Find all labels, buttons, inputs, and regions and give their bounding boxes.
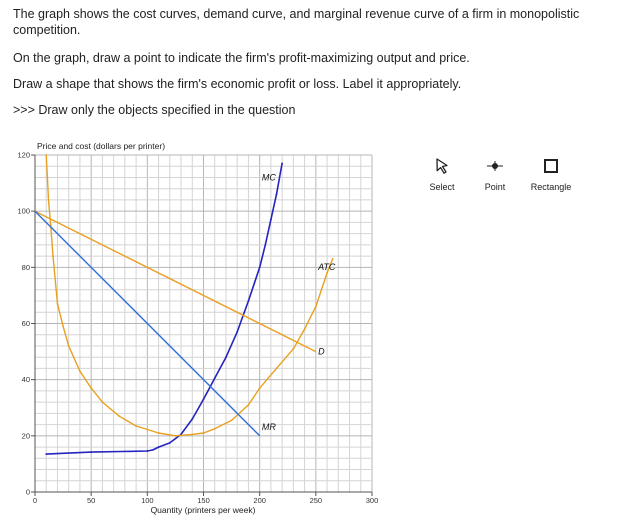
curve-point	[213, 377, 216, 380]
curve-point	[264, 243, 267, 246]
x-tick-label: 50	[87, 496, 95, 505]
curve-mc	[46, 163, 283, 455]
x-tick-label: 150	[197, 496, 210, 505]
curve-point	[67, 345, 70, 347]
curve-point	[174, 434, 177, 437]
curve-point	[270, 218, 272, 221]
curve-point	[275, 367, 278, 370]
x-tick-label: 0	[33, 496, 37, 505]
x-tick-label: 300	[366, 496, 379, 505]
point-tool-label: Point	[484, 182, 506, 192]
x-tick-label: 100	[141, 496, 154, 505]
chart-grid	[34, 154, 373, 493]
curve-point	[202, 432, 205, 434]
rectangle-tool-label: Rectangle	[530, 182, 572, 192]
curve-point	[90, 451, 93, 454]
curve-point	[45, 453, 48, 455]
curve-d	[34, 210, 317, 353]
y-tick-label: 20	[22, 431, 30, 440]
y-axis-label: Price and cost (dollars per printer)	[37, 141, 165, 151]
curve-point	[331, 258, 334, 260]
question-text: The graph shows the cost curves, demand …	[13, 6, 613, 128]
curve-point	[174, 437, 177, 440]
curve-point	[258, 266, 261, 269]
curve-point	[62, 325, 64, 328]
curve-point	[247, 404, 250, 406]
curve-point	[152, 448, 154, 451]
x-tick-label: 250	[310, 496, 323, 505]
curve-point	[46, 176, 49, 179]
y-tick-label: 40	[22, 375, 30, 384]
curve-point	[79, 370, 81, 373]
curve-label-atc: ATC	[317, 262, 336, 272]
question-line-2: On the graph, draw a point to indicate t…	[13, 51, 470, 65]
chart-ticks: 0 50 100 150 200 250 300 0 20 40 60 80 100 120	[17, 151, 378, 506]
curve-mr	[34, 210, 261, 437]
curve-point	[230, 419, 233, 422]
y-tick-label: 80	[22, 263, 30, 272]
point-icon	[487, 161, 503, 171]
curve-point	[56, 302, 59, 305]
curve-point	[191, 418, 194, 420]
curve-point	[45, 154, 48, 156]
question-line-1: The graph shows the cost curves, demand …	[13, 7, 580, 37]
curve-point	[90, 387, 93, 389]
curve-point	[157, 432, 160, 434]
curve-point	[47, 199, 50, 201]
chart-curves: MC ATC D MR	[34, 154, 336, 455]
y-tick-label: 120	[17, 151, 30, 160]
curve-label-d: D	[318, 346, 325, 356]
curve-point	[258, 387, 261, 389]
curve-label-mr: MR	[262, 422, 276, 432]
curve-point	[157, 446, 160, 448]
curve-point	[326, 272, 328, 274]
curve-point	[314, 305, 317, 308]
question-line-3: Draw a shape that shows the firm's econo…	[13, 77, 462, 91]
curve-point	[202, 398, 205, 401]
x-tick-label: 200	[253, 496, 266, 505]
curve-point	[101, 401, 104, 404]
rectangle-tool-button[interactable]: Rectangle	[523, 156, 579, 192]
curve-point	[213, 427, 216, 430]
curve-point	[146, 450, 149, 452]
curve-point	[247, 300, 250, 302]
curve-label-mc: MC	[262, 172, 276, 182]
curve-point	[225, 356, 227, 359]
curve-point	[52, 255, 54, 257]
curve-point	[275, 193, 278, 196]
curve-atc	[45, 154, 334, 437]
curve-point	[236, 331, 239, 333]
x-axis-label: Quantity (printers per week)	[151, 505, 256, 515]
curve-point	[135, 425, 138, 427]
point-tool-button[interactable]: Point	[467, 156, 523, 192]
curve-point	[191, 433, 194, 436]
select-tool-label: Select	[429, 182, 455, 192]
curve-point	[168, 441, 171, 444]
cursor-icon	[436, 158, 448, 174]
y-tick-label: 0	[26, 488, 30, 497]
curve-point	[303, 328, 306, 331]
curve-point	[118, 415, 121, 418]
select-tool-button[interactable]: Select	[414, 156, 470, 192]
y-tick-label: 60	[22, 319, 30, 328]
curve-point	[292, 347, 295, 350]
rectangle-icon	[544, 159, 558, 173]
curve-point	[281, 162, 284, 165]
y-tick-label: 100	[17, 207, 30, 216]
question-line-4: >>> Draw only the objects specified in t…	[13, 103, 296, 117]
